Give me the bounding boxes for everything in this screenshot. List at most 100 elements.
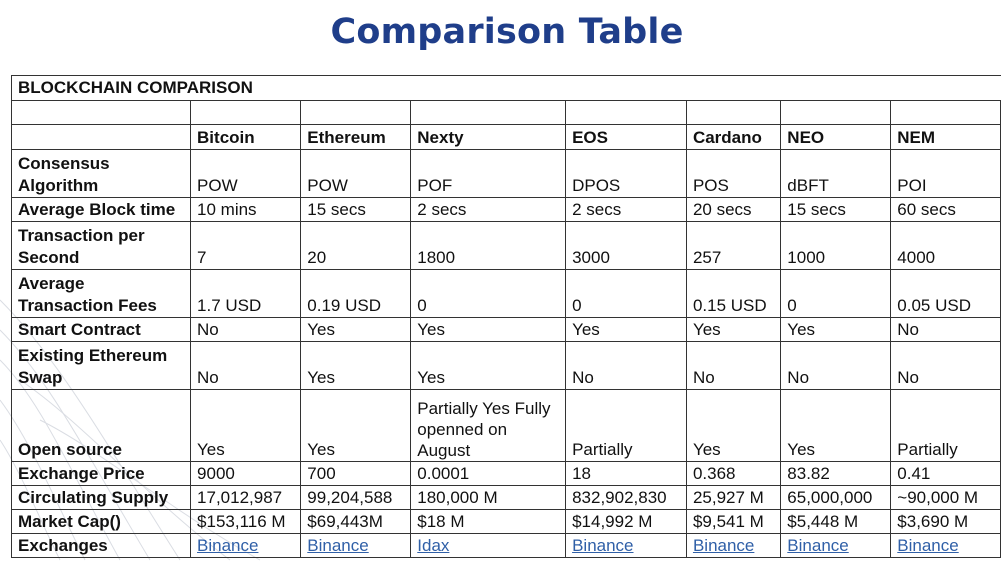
column-header: NEM	[890, 124, 1001, 150]
table-cell: 60 secs	[890, 197, 1001, 222]
table-cell: 1000	[780, 221, 892, 270]
table-row: Transaction per Second 7 20 1800 3000 257 1000…	[10, 221, 1001, 270]
exchange-cell: Binance	[565, 533, 687, 558]
comparison-table: BLOCKCHAIN COMPARISON Bitcoin Ethereum Next…	[10, 75, 1001, 558]
table-cell: dBFT	[780, 149, 892, 198]
empty-cell	[10, 100, 192, 125]
exchange-cell: Binance	[890, 533, 1001, 558]
column-header: Nexty	[410, 124, 567, 150]
table-cell: Partially Yes Fully openned on August	[410, 389, 567, 462]
table-row: Smart Contract No Yes Yes Yes Yes Yes No	[10, 317, 1001, 342]
table-cell: Yes	[190, 389, 302, 462]
table-cell: 180,000 M	[410, 485, 567, 510]
table-cell: 0	[410, 269, 567, 318]
row-label: Consensus Algorithm	[10, 149, 192, 198]
table-cell: POW	[190, 149, 302, 198]
header-corner-cell	[10, 124, 192, 150]
table-cell: 0.15 USD	[685, 269, 782, 318]
table-cell: $5,448 M	[780, 509, 892, 534]
exchange-link[interactable]: Binance	[897, 536, 959, 555]
table-cell: 0	[565, 269, 687, 318]
column-header: EOS	[565, 124, 687, 150]
table-cell: 4000	[890, 221, 1001, 270]
exchange-cell: Binance	[190, 533, 302, 558]
table-cell: Yes	[565, 317, 687, 342]
table-cell: 0.41	[890, 461, 1001, 486]
exchange-link[interactable]: Binance	[787, 536, 849, 555]
table-cell: ~90,000 M	[890, 485, 1001, 510]
column-header: Bitcoin	[190, 124, 302, 150]
row-label: Transaction per Second	[10, 221, 192, 270]
exchange-link[interactable]: Binance	[692, 536, 755, 555]
table-cell: 0.05 USD	[890, 269, 1001, 318]
table-cell: 2 secs	[410, 197, 567, 222]
exchange-link[interactable]: Binance	[197, 536, 259, 555]
table-row: Exchange Price 9000 700 0.0001 18 0.368 83.82 0…	[10, 461, 1001, 486]
table-cell: 9000	[190, 461, 302, 486]
table-cell: Yes	[685, 389, 782, 462]
table-cell: Yes	[685, 317, 782, 342]
table-row: Market Cap() $153,116 M $69,443M $18 M $14,9…	[10, 509, 1001, 534]
table-cell: No	[190, 317, 302, 342]
table-cell: DPOS	[565, 149, 687, 198]
row-label: Circulating Supply	[10, 485, 192, 510]
row-label: Exchanges	[10, 533, 192, 558]
row-label: Open source	[10, 389, 192, 462]
table-cell: 700	[300, 461, 412, 486]
table-cell: Yes	[780, 317, 892, 342]
table-cell: $18 M	[410, 509, 567, 534]
empty-cell	[565, 100, 687, 125]
table-cell: 99,204,588	[300, 485, 412, 510]
table-cell: 15 secs	[300, 197, 412, 222]
exchange-cell: Binance	[300, 533, 412, 558]
exchange-link[interactable]: Binance	[307, 536, 369, 555]
table-cell: Yes	[410, 317, 567, 342]
table-cell: 3000	[565, 221, 687, 270]
table-cell: 15 secs	[780, 197, 892, 222]
exchange-link[interactable]: Binance	[572, 536, 634, 555]
table-cell: No	[780, 341, 892, 390]
table-cell: Yes	[300, 341, 412, 390]
exchange-link[interactable]: Idax	[417, 536, 450, 555]
row-label: Average Block time	[10, 197, 192, 222]
column-header: Ethereum	[300, 124, 412, 150]
exchange-cell: Binance	[685, 533, 782, 558]
table-cell: $153,116 M	[190, 509, 302, 534]
table-cell: 1.7 USD	[190, 269, 302, 318]
empty-cell	[780, 100, 892, 125]
column-header: NEO	[780, 124, 892, 150]
table-cell: 832,902,830	[565, 485, 687, 510]
table-caption: BLOCKCHAIN COMPARISON	[11, 75, 1001, 101]
table-cell: 0.368	[685, 461, 782, 486]
table-cell: 18	[565, 461, 687, 486]
table-cell: 2 secs	[565, 197, 687, 222]
table-cell: 20	[300, 221, 412, 270]
table-row: Existing Ethereum Swap No Yes Yes No No No No	[10, 341, 1001, 390]
table-cell: Yes	[300, 317, 412, 342]
table-cell: POI	[890, 149, 1001, 198]
row-label: Existing Ethereum Swap	[10, 341, 192, 390]
table-cell: Partially	[565, 389, 687, 462]
empty-cell	[190, 100, 302, 125]
table-cell: 0.0001	[410, 461, 567, 486]
exchange-cell: Binance	[780, 533, 892, 558]
table-cell: 0.19 USD	[300, 269, 412, 318]
table-cell: 20 secs	[685, 197, 782, 222]
empty-cell	[300, 100, 412, 125]
table-cell: 25,927 M	[685, 485, 782, 510]
table-cell: 65,000,000	[780, 485, 892, 510]
table-cell: 0	[780, 269, 892, 318]
table-row: Open source Yes Yes Partially Yes Fully ope…	[10, 389, 1001, 462]
row-label: Average Transaction Fees	[10, 269, 192, 318]
table-cell: No	[685, 341, 782, 390]
table-cell: POW	[300, 149, 412, 198]
row-label: Market Cap()	[10, 509, 192, 534]
table-cell: $3,690 M	[890, 509, 1001, 534]
empty-cell	[410, 100, 567, 125]
table-cell: No	[890, 317, 1001, 342]
row-label: Smart Contract	[10, 317, 192, 342]
table-row: Circulating Supply 17,012,987 99,204,588 18…	[10, 485, 1001, 510]
empty-cell	[685, 100, 782, 125]
table-cell: Yes	[300, 389, 412, 462]
table-cell: 1800	[410, 221, 567, 270]
